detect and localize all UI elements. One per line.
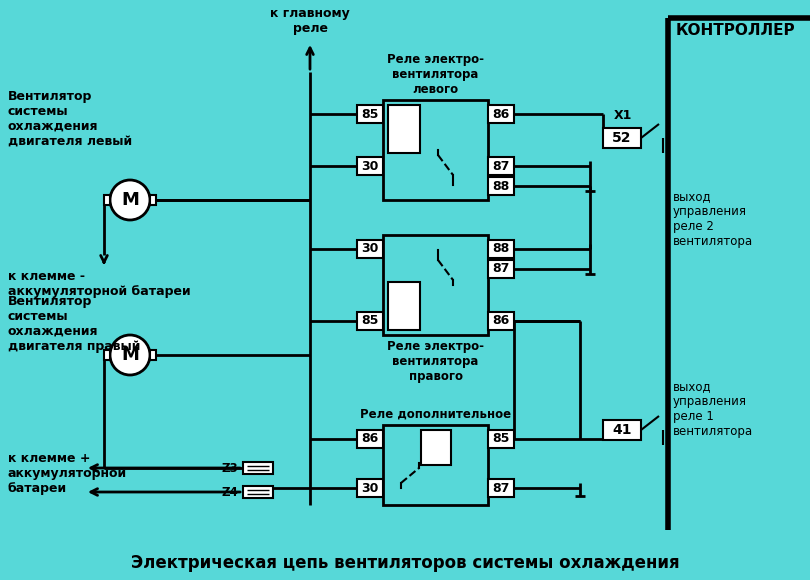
- Bar: [488, 177, 514, 195]
- Text: к клемме -
аккумуляторной батареи: к клемме - аккумуляторной батареи: [8, 270, 190, 298]
- Text: 88: 88: [492, 242, 509, 256]
- Bar: [488, 105, 514, 123]
- Bar: [357, 105, 383, 123]
- Bar: [150, 195, 156, 205]
- Text: выход
управления
реле 1
вентилятора: выход управления реле 1 вентилятора: [673, 380, 753, 438]
- Bar: [243, 462, 273, 474]
- Text: 85: 85: [361, 107, 379, 121]
- Bar: [421, 430, 451, 465]
- Text: к главному
реле: к главному реле: [270, 7, 350, 35]
- Bar: [488, 240, 514, 258]
- Bar: [603, 128, 641, 148]
- Bar: [357, 312, 383, 330]
- Text: 86: 86: [492, 107, 509, 121]
- Text: М: М: [121, 191, 139, 209]
- Text: 86: 86: [361, 433, 378, 445]
- Text: 41: 41: [612, 423, 632, 437]
- Bar: [488, 430, 514, 448]
- Bar: [488, 157, 514, 175]
- Text: 88: 88: [492, 179, 509, 193]
- Bar: [104, 350, 110, 360]
- Bar: [383, 100, 488, 200]
- Text: 30: 30: [361, 242, 379, 256]
- Bar: [603, 420, 641, 440]
- Text: М: М: [121, 346, 139, 364]
- Bar: [104, 195, 110, 205]
- Text: к клемме +
аккумуляторной
батареи: к клемме + аккумуляторной батареи: [8, 452, 127, 495]
- Bar: [488, 479, 514, 497]
- Text: Электрическая цепь вентиляторов системы охлаждения: Электрическая цепь вентиляторов системы …: [130, 554, 680, 572]
- Bar: [357, 479, 383, 497]
- Text: 87: 87: [492, 160, 509, 172]
- Text: 87: 87: [492, 263, 509, 276]
- Circle shape: [110, 335, 150, 375]
- Text: 85: 85: [361, 314, 379, 328]
- Text: Реле дополнительное: Реле дополнительное: [360, 408, 511, 421]
- Bar: [488, 260, 514, 278]
- Text: 30: 30: [361, 481, 379, 495]
- Text: КОНТРОЛЛЕР: КОНТРОЛЛЕР: [676, 23, 795, 38]
- Text: Реле электро-
вентилятора
правого: Реле электро- вентилятора правого: [387, 340, 484, 383]
- Bar: [488, 312, 514, 330]
- Text: 52: 52: [612, 131, 632, 145]
- Text: Вентилятор
системы
охлаждения
двигателя правый: Вентилятор системы охлаждения двигателя …: [8, 295, 140, 353]
- Text: 30: 30: [361, 160, 379, 172]
- Bar: [388, 105, 420, 153]
- Circle shape: [110, 180, 150, 220]
- Bar: [357, 240, 383, 258]
- Text: Вентилятор
системы
охлаждения
двигателя левый: Вентилятор системы охлаждения двигателя …: [8, 90, 132, 148]
- Text: Z4: Z4: [221, 485, 238, 498]
- Text: 87: 87: [492, 481, 509, 495]
- Bar: [357, 430, 383, 448]
- Text: Z3: Z3: [221, 462, 238, 474]
- Bar: [243, 486, 273, 498]
- Text: 86: 86: [492, 314, 509, 328]
- Text: выход
управления
реле 2
вентилятора: выход управления реле 2 вентилятора: [673, 190, 753, 248]
- Bar: [388, 282, 420, 330]
- Text: X1: X1: [614, 109, 633, 122]
- Bar: [383, 425, 488, 505]
- Bar: [357, 157, 383, 175]
- Bar: [150, 350, 156, 360]
- Bar: [383, 235, 488, 335]
- Text: 85: 85: [492, 433, 509, 445]
- Text: Реле электро-
вентилятора
левого: Реле электро- вентилятора левого: [387, 53, 484, 96]
